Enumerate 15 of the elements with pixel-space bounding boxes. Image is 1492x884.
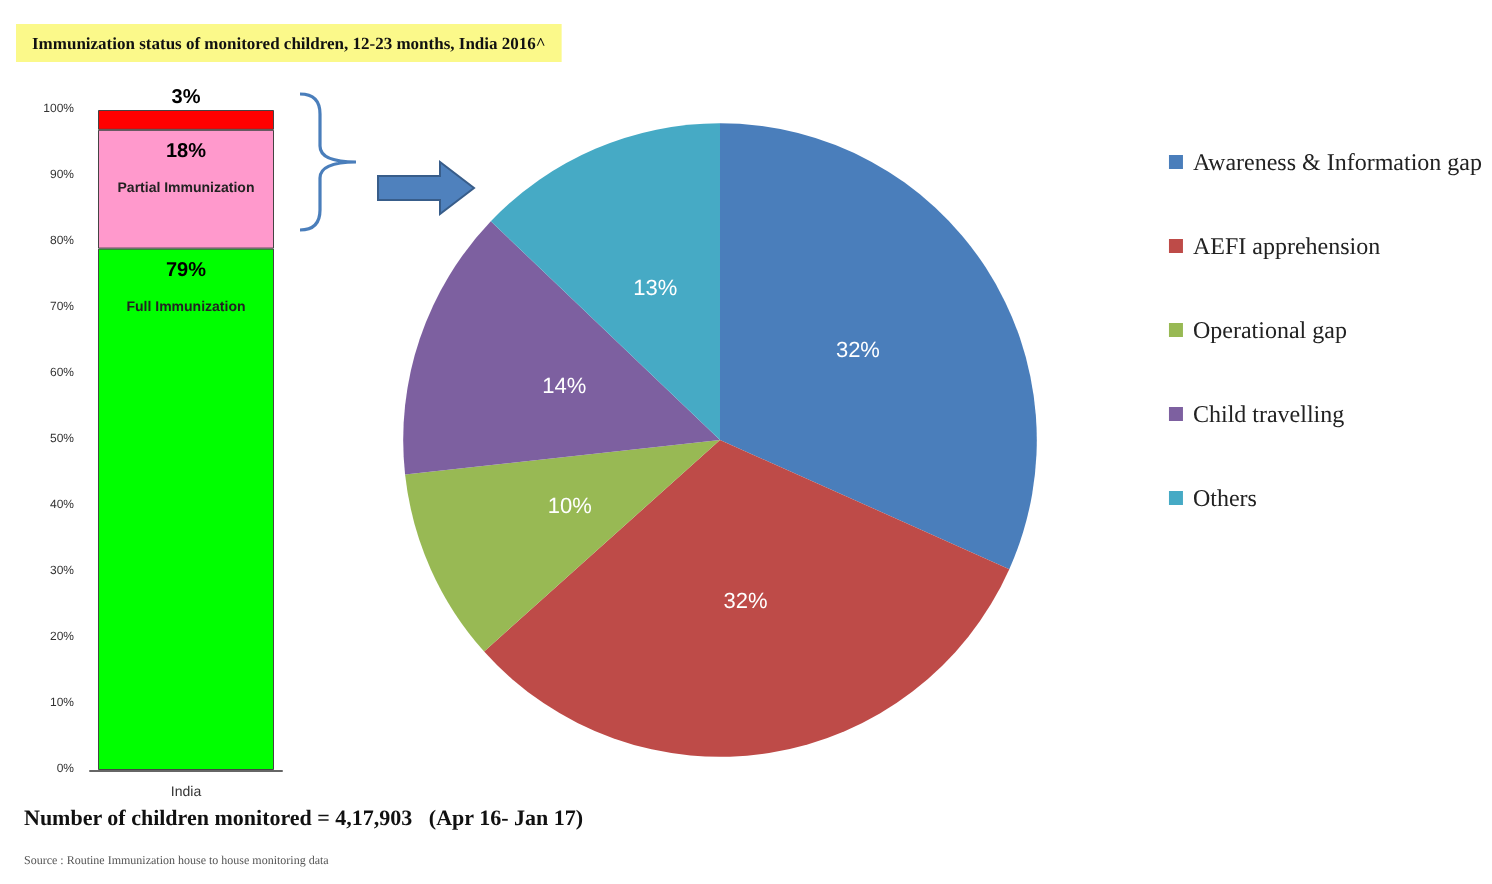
data-label: 18% bbox=[165, 140, 207, 163]
data-label: 79% bbox=[165, 259, 207, 282]
data-label: 32% bbox=[723, 590, 768, 615]
legend-label: AEFI apprehension bbox=[1192, 232, 1381, 260]
legend-label: Operational gap bbox=[1192, 316, 1347, 344]
legend-label: Child travelling bbox=[1192, 400, 1345, 428]
chart-title: Immunization status of monitored children, 12-23 months, India 2016^ bbox=[32, 33, 546, 53]
legend-label: Others bbox=[1192, 484, 1258, 512]
data-label: 14% bbox=[542, 375, 587, 400]
data-label: 13% bbox=[633, 276, 678, 301]
data-label: 3% bbox=[171, 87, 201, 109]
data-label: 32% bbox=[835, 338, 881, 363]
legend-label: Awareness & Information gap bbox=[1192, 148, 1483, 176]
data-label: 10% bbox=[547, 495, 593, 520]
text: Number of children monitored = 4,17,903 (Apr 16- Jan 17) bbox=[24, 807, 584, 831]
